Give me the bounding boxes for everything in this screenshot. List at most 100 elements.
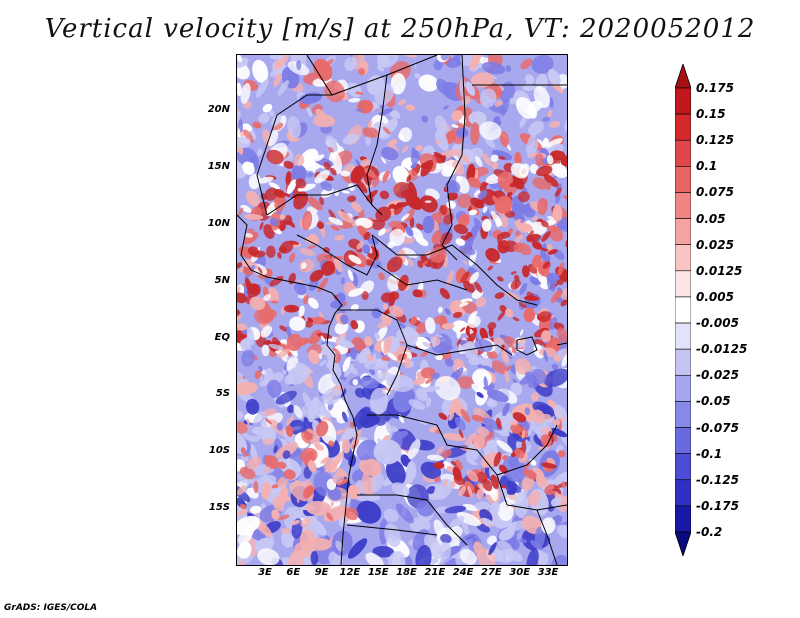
velocity-cell <box>538 552 549 565</box>
velocity-cell <box>476 488 485 500</box>
velocity-cell <box>330 167 337 176</box>
velocity-cell <box>539 347 557 357</box>
vertical-velocity-field <box>237 55 567 565</box>
velocity-cell <box>530 392 539 402</box>
colorbar-segment <box>675 244 691 272</box>
velocity-cell <box>409 217 415 228</box>
velocity-cell <box>434 478 453 500</box>
velocity-cell <box>296 60 302 71</box>
velocity-cell <box>490 474 499 490</box>
velocity-cell <box>444 180 461 194</box>
velocity-cell <box>453 475 465 486</box>
velocity-cell <box>393 203 404 216</box>
velocity-cell <box>242 161 255 175</box>
colorbar-label: -0.2 <box>696 525 723 539</box>
border-line <box>371 234 538 306</box>
colorbar-segment <box>675 374 691 402</box>
velocity-cell <box>561 352 567 367</box>
velocity-cell <box>317 221 325 230</box>
velocity-cell <box>283 160 294 169</box>
velocity-cell <box>238 207 244 216</box>
velocity-cell <box>383 336 392 355</box>
velocity-cell <box>451 320 469 334</box>
velocity-cell <box>454 417 466 431</box>
velocity-cell <box>462 260 469 265</box>
velocity-cell <box>512 316 520 322</box>
velocity-cell <box>388 534 397 542</box>
velocity-cell <box>324 80 345 103</box>
velocity-cell <box>460 408 471 423</box>
velocity-cell <box>323 161 331 170</box>
velocity-cell <box>490 501 501 515</box>
velocity-cell <box>483 376 488 389</box>
velocity-cell <box>565 239 567 248</box>
lon-label: 6E <box>286 567 301 578</box>
velocity-cell <box>486 350 498 360</box>
velocity-cell <box>514 274 520 282</box>
velocity-cell <box>322 387 342 405</box>
velocity-cell <box>244 213 264 220</box>
velocity-cell <box>271 483 280 489</box>
colorbar-segment <box>675 401 691 428</box>
border-line <box>516 336 538 356</box>
velocity-cell <box>385 459 406 486</box>
velocity-cell <box>255 78 269 98</box>
velocity-cell <box>561 481 566 489</box>
colorbar-label: 0.15 <box>696 107 726 122</box>
velocity-cell <box>259 221 264 231</box>
velocity-cell <box>426 454 445 461</box>
velocity-cell <box>263 340 272 346</box>
velocity-cell <box>497 171 514 189</box>
lon-label: 21E <box>424 567 446 578</box>
velocity-cell <box>405 193 423 210</box>
velocity-cell <box>475 297 487 308</box>
velocity-cell <box>381 147 399 161</box>
velocity-cell <box>471 72 495 88</box>
colorbar-segment <box>675 166 691 193</box>
velocity-cell <box>352 215 359 220</box>
map-panel <box>236 54 568 566</box>
velocity-cell <box>501 455 508 461</box>
velocity-cell <box>269 275 284 287</box>
velocity-cell <box>323 457 337 473</box>
velocity-cell <box>284 374 294 385</box>
velocity-cell <box>434 115 448 135</box>
velocity-cell <box>274 55 290 70</box>
velocity-cell <box>550 150 566 161</box>
velocity-cell <box>390 73 406 95</box>
velocity-cell <box>519 115 528 128</box>
velocity-cell <box>479 88 497 108</box>
velocity-cell <box>270 300 279 304</box>
velocity-cell <box>501 486 508 499</box>
velocity-cell <box>451 124 459 128</box>
velocity-cell <box>382 126 391 135</box>
border-line <box>256 114 278 216</box>
velocity-cell <box>392 386 416 413</box>
velocity-cell <box>428 426 438 433</box>
velocity-cell <box>359 280 375 295</box>
velocity-cell <box>277 477 288 489</box>
velocity-cell <box>547 68 561 86</box>
velocity-cell <box>287 550 304 565</box>
velocity-cell <box>309 269 324 282</box>
velocity-cell <box>340 426 358 442</box>
velocity-cell <box>253 208 260 215</box>
chart-title: Vertical velocity [m/s] at 250hPa, VT: 2… <box>44 14 756 44</box>
velocity-cell <box>466 459 478 466</box>
velocity-cell <box>479 327 489 341</box>
velocity-cell <box>440 149 462 158</box>
velocity-cell <box>404 357 411 369</box>
colorbar-segment <box>675 348 691 376</box>
velocity-cell <box>312 434 321 442</box>
velocity-cell <box>273 445 278 454</box>
lat-label: EQ <box>214 332 230 343</box>
velocity-cell <box>417 260 424 268</box>
colorbar-label: -0.125 <box>696 472 739 487</box>
velocity-cell <box>267 379 282 398</box>
velocity-cell <box>237 410 244 421</box>
velocity-cell <box>240 204 252 213</box>
velocity-cell <box>252 59 269 83</box>
velocity-cell <box>512 412 527 423</box>
velocity-cell <box>425 317 436 334</box>
velocity-cell <box>303 294 309 305</box>
